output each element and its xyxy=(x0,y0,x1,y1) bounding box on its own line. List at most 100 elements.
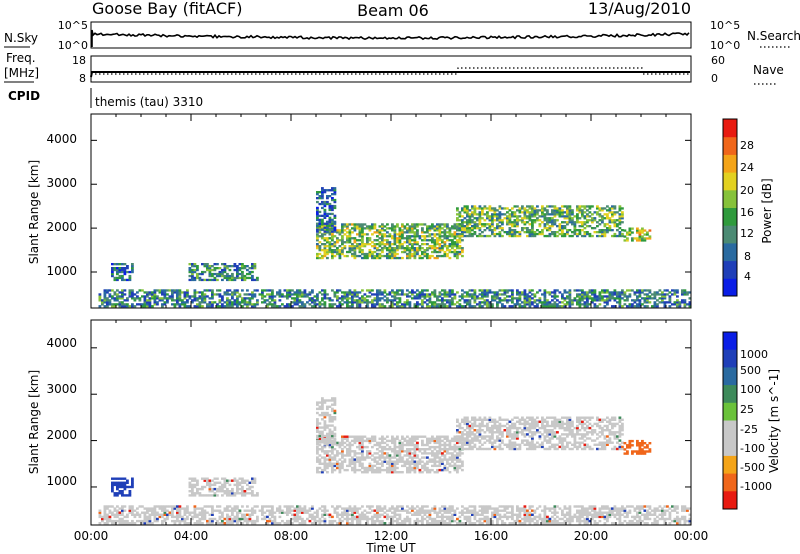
velocity-cell xyxy=(388,456,392,459)
velocity-cell xyxy=(341,519,344,523)
power-cell xyxy=(408,291,412,294)
velocity-cell xyxy=(528,517,532,521)
power-cell xyxy=(331,230,334,233)
power-cell xyxy=(428,256,432,260)
velocity-cell xyxy=(118,511,122,514)
power-cell xyxy=(438,227,442,230)
power-cell xyxy=(361,237,364,240)
power-cell xyxy=(341,227,344,230)
velocity-cell xyxy=(323,450,327,453)
velocity-cell xyxy=(273,511,277,514)
velocity-cell xyxy=(396,509,399,512)
power-cell xyxy=(508,295,512,298)
power-cell xyxy=(506,219,509,222)
power-cell xyxy=(378,289,382,292)
power-cell xyxy=(618,293,622,296)
power-cell xyxy=(418,291,422,294)
power-cell xyxy=(491,215,494,218)
power-cell xyxy=(521,219,524,222)
velocity-cell xyxy=(123,515,127,519)
power-cell xyxy=(548,217,552,220)
velocity-cell xyxy=(396,507,399,510)
power-cell xyxy=(473,211,477,214)
power-cell xyxy=(331,208,334,212)
power-cell xyxy=(228,278,232,282)
velocity-cell xyxy=(618,513,622,516)
velocity-cell xyxy=(118,492,122,495)
power-cell xyxy=(421,250,424,254)
velocity-cell xyxy=(386,439,389,443)
power-cell xyxy=(331,256,334,260)
power-cell xyxy=(313,303,317,306)
velocity-cell xyxy=(371,445,374,449)
power-cell xyxy=(456,223,459,226)
power-cell xyxy=(416,223,419,226)
power-cell xyxy=(578,301,582,304)
power-cell xyxy=(286,303,289,306)
power-cell xyxy=(561,231,564,234)
velocity-cell xyxy=(348,522,352,525)
velocity-cell xyxy=(223,507,227,510)
velocity-cell xyxy=(223,490,227,493)
velocity-cell xyxy=(626,515,629,519)
velocity-cell xyxy=(598,513,602,516)
power-cell xyxy=(478,305,482,308)
power-cell xyxy=(568,297,572,300)
velocity-cell xyxy=(303,522,307,525)
power-cell xyxy=(626,239,629,242)
velocity-cell xyxy=(116,487,119,491)
velocity-cell xyxy=(171,515,174,519)
power-cell xyxy=(188,278,192,282)
velocity-cell xyxy=(306,509,309,512)
velocity-cell xyxy=(356,511,359,514)
power-cell xyxy=(543,234,547,238)
power-cell xyxy=(361,233,364,236)
power-cell xyxy=(441,303,444,306)
power-cell xyxy=(211,301,214,304)
velocity-cell xyxy=(683,507,687,510)
power-cell xyxy=(561,301,564,304)
velocity-cell xyxy=(346,507,349,510)
power-cell xyxy=(616,293,619,296)
power-cell xyxy=(196,291,199,294)
power-cell xyxy=(386,223,389,226)
power-cell xyxy=(601,289,604,292)
velocity-cell xyxy=(336,441,339,445)
velocity-cell xyxy=(221,483,224,487)
power-cell xyxy=(278,289,282,292)
power-cell xyxy=(218,289,222,292)
power-cell xyxy=(316,193,319,196)
power-cell xyxy=(326,195,329,198)
power-cell xyxy=(493,215,497,218)
power-cell xyxy=(128,274,132,278)
power-cell xyxy=(176,301,179,304)
velocity-cell xyxy=(113,509,117,512)
power-cell xyxy=(491,295,494,298)
power-cell xyxy=(228,268,232,272)
velocity-cell xyxy=(291,505,294,508)
power-cell xyxy=(128,295,132,298)
power-cell xyxy=(306,295,309,298)
velocity-cell xyxy=(298,515,302,519)
power-cell xyxy=(543,301,547,304)
power-cell xyxy=(121,268,124,272)
velocity-cell xyxy=(601,513,604,516)
velocity-cell xyxy=(438,511,442,514)
power-cell xyxy=(441,254,444,258)
power-cell xyxy=(116,278,119,282)
power-cell xyxy=(318,191,322,194)
power-cell xyxy=(486,293,489,296)
power-ytick-3000: 3000 xyxy=(46,176,77,190)
power-cell xyxy=(613,213,617,216)
velocity-cell xyxy=(378,513,382,516)
power-cell xyxy=(511,207,514,210)
velocity-cell xyxy=(488,507,492,510)
velocity-cell xyxy=(316,458,319,461)
velocity-cell xyxy=(371,522,374,525)
velocity-cell xyxy=(288,509,292,512)
velocity-cell xyxy=(491,513,494,516)
velocity-cell xyxy=(236,522,239,525)
power-cell xyxy=(626,233,629,236)
velocity-cell xyxy=(218,505,222,508)
power-colorbar: 4 8 12 16 20 24 28 Power [dB] xyxy=(722,118,774,297)
